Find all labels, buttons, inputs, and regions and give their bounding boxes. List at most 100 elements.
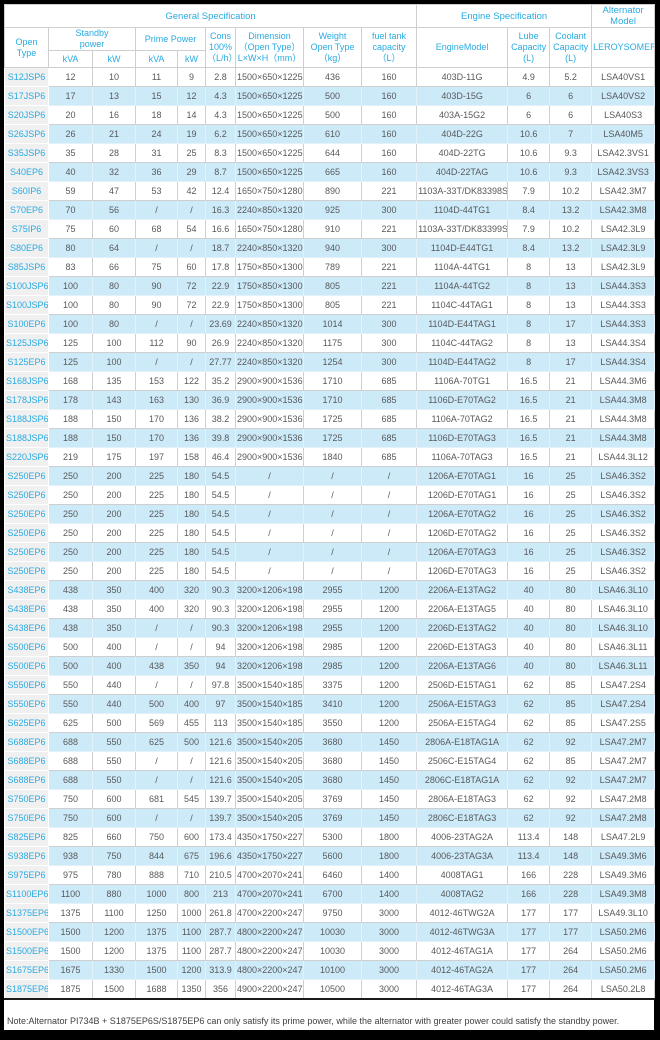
cell-open-type[interactable]: S17JSP6 [4,86,49,106]
cell-open-type[interactable]: S625EP6 [4,713,49,733]
cell-cons-100: 2.8 [205,67,236,87]
cell-open-type[interactable]: S20JSP6 [4,105,49,125]
cell-fuel-capacity: 685 [360,428,418,448]
cell-lube-capacity: 7.9 [507,219,551,239]
cell-standby-kva: 75 [48,219,93,239]
cell-standby-kw: 80 [92,295,136,315]
cell-lube-capacity: 40 [507,618,551,638]
table-row: S100JSP6 100 80 90 72 22.9 1750×850×1300 805 221… [4,276,656,296]
cell-alternator-model: LSA44.3S3 [591,314,656,334]
cell-weight: 5300 [303,827,362,847]
cell-open-type[interactable]: S825EP6 [4,827,49,847]
cell-prime-kva: 112 [135,333,178,353]
cell-dimension: 1500×650×1225 [235,105,304,125]
cell-open-type[interactable]: S40EP6 [4,162,49,182]
cell-open-type[interactable]: S100EP6 [4,314,49,334]
cell-open-type[interactable]: S125JSP6 [4,333,49,353]
cell-coolant-capacity: 21 [549,390,593,410]
cell-open-type[interactable]: S100JSP6 [4,276,49,296]
header-coolant: Coolant Capacity (L) [549,27,593,68]
cell-open-type[interactable]: S550EP6 [4,675,49,695]
cell-open-type[interactable]: S500EP6 [4,656,49,676]
cell-engine-model: 1206A-E70TAG1 [416,466,509,486]
cell-open-type[interactable]: S688EP6 [4,751,49,771]
cell-engine-model: 1106A-70TG1 [416,371,509,391]
cell-open-type[interactable]: S220JSP6 [4,447,49,467]
cell-coolant-capacity: 228 [549,865,593,885]
cell-open-type[interactable]: S1875EP6 [4,979,49,1000]
cell-open-type[interactable]: S168JSP6 [4,371,49,391]
cell-open-type[interactable]: S35JSP6 [4,143,49,163]
cell-open-type[interactable]: S1675EP6 [4,960,49,980]
cell-open-type[interactable]: S125EP6 [4,352,49,372]
cell-prime-kw: 320 [177,580,206,600]
cell-open-type[interactable]: S938EP6 [4,846,49,866]
cell-open-type[interactable]: S688EP6 [4,732,49,752]
cell-open-type[interactable]: S12JSP6 [4,67,49,87]
table-row: S35JSP6 35 28 31 25 8.3 1500×650×1225 644 160 404… [4,143,656,163]
cell-lube-capacity: 62 [507,694,551,714]
cell-dimension: 1650×750×1280 [235,219,304,239]
cell-lube-capacity: 8 [507,333,551,353]
cell-coolant-capacity: 21 [549,371,593,391]
cell-open-type[interactable]: S178JSP6 [4,390,49,410]
cell-standby-kw: 150 [92,428,136,448]
cell-open-type[interactable]: S100JSP6 [4,295,49,315]
cell-prime-kva: 53 [135,181,178,201]
cell-cons-100: 39.8 [205,428,236,448]
cell-engine-model: 403D-15G [416,86,509,106]
cell-coolant-capacity: 17 [549,352,593,372]
cell-open-type[interactable]: S1375EP6 [4,903,49,923]
cell-open-type[interactable]: S75IP6 [4,219,49,239]
header-dimension: Dimension （Open Type） L×W×H（mm） [235,27,304,68]
cell-lube-capacity: 8 [507,295,551,315]
cell-open-type[interactable]: S500EP6 [4,637,49,657]
cell-open-type[interactable]: S60IP6 [4,181,49,201]
cell-open-type[interactable]: S26JSP6 [4,124,49,144]
cell-coolant-capacity: 92 [549,732,593,752]
cell-open-type[interactable]: S250EP6 [4,542,49,562]
cell-prime-kw: 90 [177,333,206,353]
cell-prime-kva: 1250 [135,903,178,923]
cell-open-type[interactable]: S750EP6 [4,808,49,828]
cell-cons-100: 35.2 [205,371,236,391]
table-row: S688EP6 688 550//121.6 3500×1540×2050 3680 14… [4,751,656,771]
cell-open-type[interactable]: S250EP6 [4,485,49,505]
cell-open-type[interactable]: S1100EP6 [4,884,49,904]
cell-standby-kva: 825 [48,827,93,847]
cell-open-type[interactable]: S188JSP6 [4,428,49,448]
cell-open-type[interactable]: S70EP6 [4,200,49,220]
cell-open-type[interactable]: S80EP6 [4,238,49,258]
cell-open-type[interactable]: S1500EP6 [4,941,49,961]
table-row: S500EP6 500 400//94 3200×1206×1980 2985 1200 2… [4,637,656,657]
table-row: S17JSP6 17 13 15 12 4.3 1500×650×1225 500 160 403… [4,86,656,106]
cell-open-type[interactable]: S188JSP6 [4,409,49,429]
cell-prime-kva: 844 [135,846,178,866]
cell-open-type[interactable]: S1500EP6 [4,922,49,942]
cell-open-type[interactable]: S250EP6 [4,504,49,524]
cell-standby-kva: 250 [48,466,93,486]
cell-cons-100: 97.8 [205,675,236,695]
cell-open-type[interactable]: S438EP6 [4,580,49,600]
cell-alternator-model: LSA49.3L10 [591,903,656,923]
cell-open-type[interactable]: S688EP6 [4,770,49,790]
cell-coolant-capacity: 264 [549,979,593,1000]
cell-cons-100: 23.69 [205,314,236,334]
header-group-alternator: Alternator Model [591,4,656,28]
cell-open-type[interactable]: S438EP6 [4,618,49,638]
cell-dimension: 2900×900×1536 [235,447,304,467]
cell-prime-kva: / [135,314,178,334]
cell-open-type[interactable]: S250EP6 [4,523,49,543]
cell-open-type[interactable]: S750EP6 [4,789,49,809]
cell-open-type[interactable]: S550EP6 [4,694,49,714]
cell-lube-capacity: 166 [507,884,551,904]
cell-dimension: 2240×850×1320 [235,352,304,372]
cell-prime-kw: 400 [177,694,206,714]
cell-open-type[interactable]: S438EP6 [4,599,49,619]
cell-fuel-capacity: 1800 [360,827,418,847]
cell-open-type[interactable]: S85JSP6 [4,257,49,277]
cell-lube-capacity: 177 [507,903,551,923]
cell-open-type[interactable]: S250EP6 [4,561,49,581]
cell-open-type[interactable]: S975EP6 [4,865,49,885]
cell-open-type[interactable]: S250EP6 [4,466,49,486]
